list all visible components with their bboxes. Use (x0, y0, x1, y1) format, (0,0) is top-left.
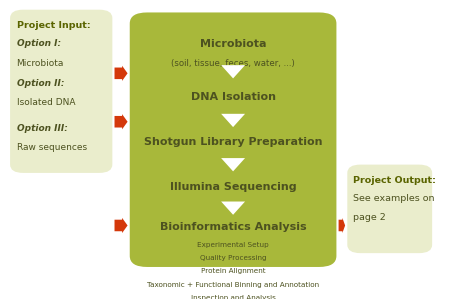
Polygon shape (221, 114, 245, 127)
Polygon shape (115, 114, 128, 129)
Polygon shape (115, 66, 128, 81)
Polygon shape (221, 202, 245, 215)
Text: (soil, tissue, feces, water, ...): (soil, tissue, feces, water, ...) (171, 59, 295, 68)
Text: Project Output:: Project Output: (352, 176, 435, 185)
Text: Protein Alignment: Protein Alignment (201, 269, 265, 274)
Text: page 2: page 2 (352, 213, 385, 222)
Text: Quality Processing: Quality Processing (200, 255, 266, 261)
FancyBboxPatch shape (347, 165, 432, 253)
Text: Raw sequences: Raw sequences (17, 143, 87, 152)
Text: Inspection and Analysis: Inspection and Analysis (191, 295, 275, 299)
Text: Option II:: Option II: (17, 79, 64, 88)
FancyBboxPatch shape (130, 13, 337, 267)
Text: See examples on: See examples on (352, 194, 434, 203)
Text: Shotgun Library Preparation: Shotgun Library Preparation (144, 138, 323, 147)
Text: Option III:: Option III: (17, 124, 67, 133)
Text: Microbiota: Microbiota (17, 59, 64, 68)
Polygon shape (338, 218, 345, 233)
FancyBboxPatch shape (10, 10, 112, 173)
Polygon shape (221, 158, 245, 171)
Polygon shape (115, 218, 128, 233)
Text: Isolated DNA: Isolated DNA (17, 98, 75, 108)
Text: Option I:: Option I: (17, 39, 61, 48)
Text: DNA Isolation: DNA Isolation (191, 92, 275, 102)
Text: Taxonomic + Functional Binning and Annotation: Taxonomic + Functional Binning and Annot… (147, 282, 319, 288)
Text: Bioinformatics Analysis: Bioinformatics Analysis (160, 222, 306, 232)
Text: Experimental Setup: Experimental Setup (197, 242, 269, 248)
Polygon shape (221, 65, 245, 78)
Text: Illumina Sequencing: Illumina Sequencing (170, 182, 296, 192)
Text: Microbiota: Microbiota (200, 39, 266, 49)
Text: Project Input:: Project Input: (17, 21, 90, 30)
